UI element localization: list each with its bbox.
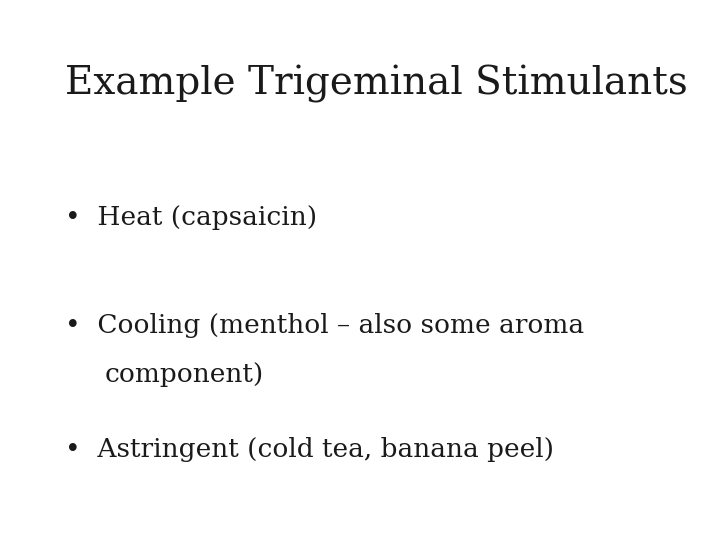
Text: •  Cooling (menthol – also some aroma: • Cooling (menthol – also some aroma [65,313,584,338]
Text: •  Astringent (cold tea, banana peel): • Astringent (cold tea, banana peel) [65,437,554,462]
Text: component): component) [104,362,264,387]
Text: •  Heat (capsaicin): • Heat (capsaicin) [65,205,317,230]
Text: Example Trigeminal Stimulants: Example Trigeminal Stimulants [65,65,688,103]
